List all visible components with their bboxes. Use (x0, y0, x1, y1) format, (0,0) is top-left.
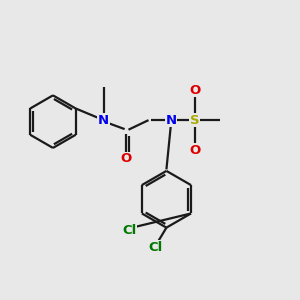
Text: S: S (190, 114, 200, 127)
Text: N: N (165, 114, 176, 127)
Text: Cl: Cl (122, 224, 136, 237)
Text: O: O (189, 84, 200, 97)
Text: Cl: Cl (149, 241, 163, 254)
Text: O: O (189, 143, 200, 157)
Text: O: O (121, 152, 132, 166)
Text: N: N (98, 114, 109, 127)
